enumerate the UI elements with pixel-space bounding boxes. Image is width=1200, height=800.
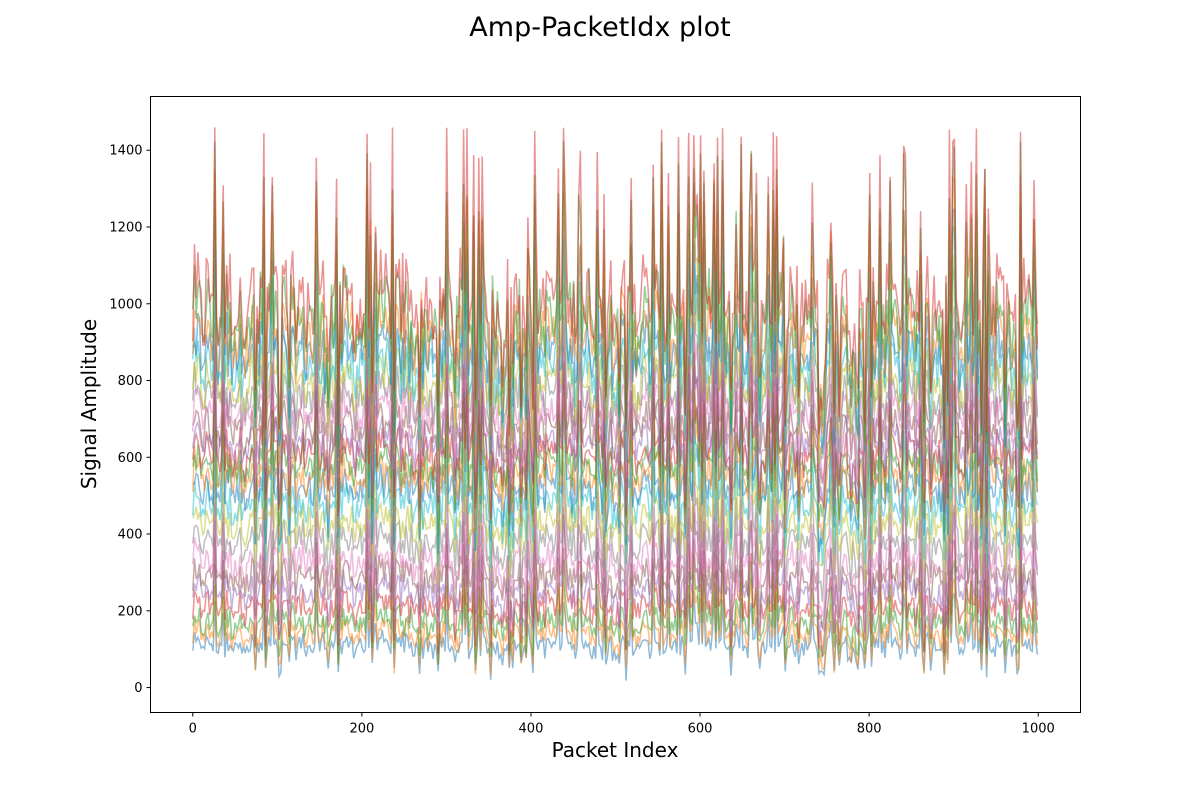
x-tick-label: 200 bbox=[349, 722, 374, 737]
series-line bbox=[192, 590, 1039, 681]
series-line bbox=[192, 127, 1039, 441]
y-axis-label: Signal Amplitude bbox=[77, 319, 101, 489]
series-line bbox=[192, 266, 1039, 483]
axis-ticks: 0 200 400 600 800 1000 0 200 400 600 800 1000 1200 14… bbox=[109, 144, 1054, 737]
y-tick-label: 1400 bbox=[109, 144, 142, 159]
series-line bbox=[192, 297, 1039, 496]
x-axis-label: Packet Index bbox=[552, 738, 679, 762]
series-line bbox=[192, 551, 1039, 665]
series-line bbox=[192, 480, 1039, 618]
y-tick-label: 1200 bbox=[109, 220, 142, 235]
series-line bbox=[192, 309, 1039, 506]
series-lines bbox=[192, 127, 1039, 681]
y-tick-label: 200 bbox=[118, 604, 143, 619]
y-tick-label: 800 bbox=[118, 374, 143, 389]
x-tick-label: 1000 bbox=[1022, 722, 1055, 737]
series-line bbox=[192, 429, 1039, 587]
series-line bbox=[192, 570, 1039, 675]
x-tick-label: 600 bbox=[688, 722, 713, 737]
series-line bbox=[192, 245, 1039, 474]
y-tick-label: 400 bbox=[118, 528, 143, 543]
x-tick-label: 0 bbox=[189, 722, 197, 737]
y-tick-label: 0 bbox=[134, 681, 142, 696]
series-line bbox=[192, 533, 1039, 657]
chart-title: Amp-PacketIdx plot bbox=[469, 12, 731, 43]
y-tick-label: 1000 bbox=[109, 297, 142, 312]
series-line bbox=[192, 364, 1039, 537]
series-line bbox=[192, 378, 1039, 540]
axes-frame bbox=[150, 96, 1081, 713]
series-line bbox=[192, 500, 1039, 631]
x-tick-label: 800 bbox=[857, 722, 882, 737]
series-line bbox=[192, 384, 1039, 555]
series-line bbox=[192, 451, 1039, 603]
x-tick-label: 400 bbox=[519, 722, 544, 737]
series-line bbox=[192, 212, 1039, 466]
y-tick-label: 600 bbox=[118, 451, 143, 466]
series-line bbox=[192, 405, 1039, 568]
series-line bbox=[192, 141, 1039, 452]
